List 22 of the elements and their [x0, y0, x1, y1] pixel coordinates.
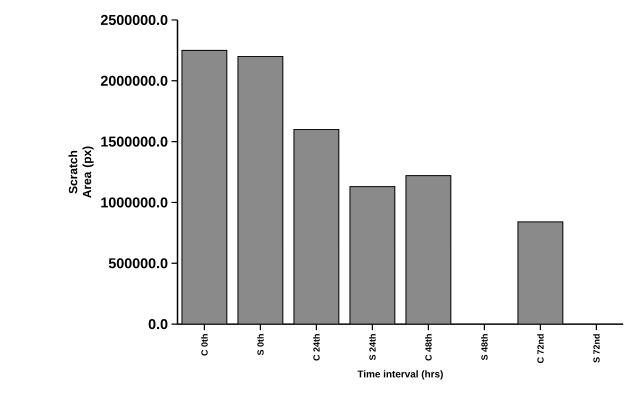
x-tick-label: S 24th [369, 334, 376, 360]
y-tick-label: 2000000.0 [100, 76, 168, 86]
x-tick-label: S 0th [257, 334, 264, 356]
y-tick-label: 2500000.0 [100, 14, 168, 26]
x-tick-label: S 72nd [593, 334, 600, 363]
bar [405, 175, 452, 324]
y-tick-label: 1000000.0 [101, 197, 168, 208]
y-axis-title: Scratch Area (px) [68, 146, 94, 198]
y-tick-label: 500000.0 [108, 258, 168, 268]
x-tick-label: C 48th [425, 334, 432, 361]
y-tick-label: 1500000.0 [101, 136, 168, 147]
x-tick-label: C 72nd [537, 334, 544, 364]
bar [181, 50, 228, 324]
bar [349, 186, 396, 324]
x-tick-label: S 48th [481, 334, 488, 360]
x-axis-title: Time interval (hrs) [358, 370, 443, 380]
x-tick-label: C 24th [313, 334, 320, 361]
x-tick-label: C 0th [201, 334, 208, 356]
bar [237, 56, 284, 324]
bar [293, 129, 340, 324]
bar [517, 221, 564, 324]
y-tick-label: 0.0 [148, 319, 168, 330]
